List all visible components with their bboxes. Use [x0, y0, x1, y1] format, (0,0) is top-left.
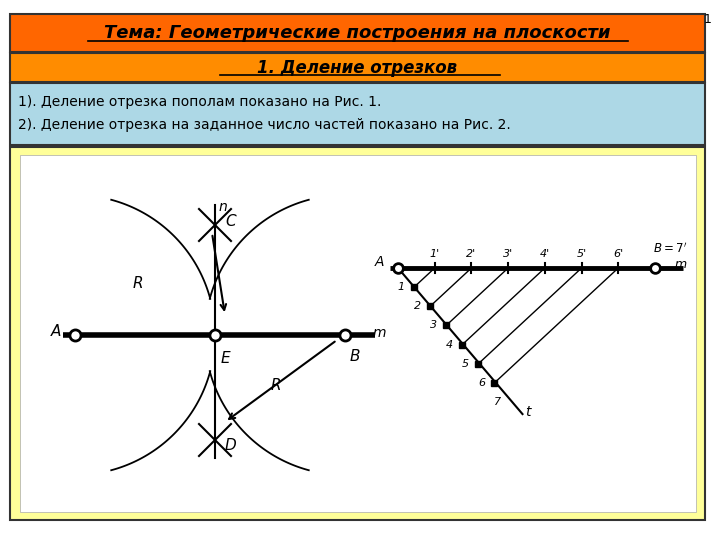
Text: 1: 1 [704, 13, 712, 26]
Text: 7: 7 [495, 397, 502, 407]
Bar [10, 83, 705, 145]
Text: 2: 2 [414, 301, 421, 311]
Text: E: E [221, 351, 230, 366]
Text: R: R [271, 377, 282, 393]
Text: m: m [373, 326, 387, 340]
Text: n: n [219, 200, 228, 214]
Text: 4: 4 [446, 340, 454, 349]
Text: R: R [132, 275, 143, 291]
Text: 1: 1 [398, 282, 405, 292]
Text: 6: 6 [478, 378, 485, 388]
Text: 5': 5' [577, 249, 587, 259]
Text: t: t [526, 405, 531, 419]
Text: 1). Деление отрезка пополам показано на Рис. 1.: 1). Деление отрезка пополам показано на … [18, 95, 382, 109]
Text: A: A [374, 255, 384, 269]
Bar [10, 147, 705, 520]
Text: 2). Деление отрезка на заданное число частей показано на Рис. 2.: 2). Деление отрезка на заданное число ча… [18, 118, 510, 132]
Text: D: D [225, 437, 237, 453]
Text: $B{=}7^{\prime}$: $B{=}7^{\prime}$ [653, 241, 687, 256]
Text: B: B [350, 349, 361, 364]
Text: 5: 5 [462, 359, 469, 369]
Text: 3': 3' [503, 249, 513, 259]
Bar [10, 14, 705, 52]
Text: 2': 2' [467, 249, 477, 259]
Text: Тема: Геометрические построения на плоскости: Тема: Геометрические построения на плоск… [104, 24, 611, 42]
Bar [20, 155, 696, 512]
Text: A: A [50, 323, 61, 339]
Text: C: C [225, 214, 235, 230]
Bar [10, 53, 705, 82]
Text: 6': 6' [613, 249, 624, 259]
Text: m: m [675, 259, 687, 272]
Text: 3: 3 [430, 320, 437, 330]
Text: 1': 1' [430, 249, 440, 259]
Text: 1. Деление отрезков: 1. Деление отрезков [257, 59, 457, 77]
Text: 4': 4' [540, 249, 550, 259]
